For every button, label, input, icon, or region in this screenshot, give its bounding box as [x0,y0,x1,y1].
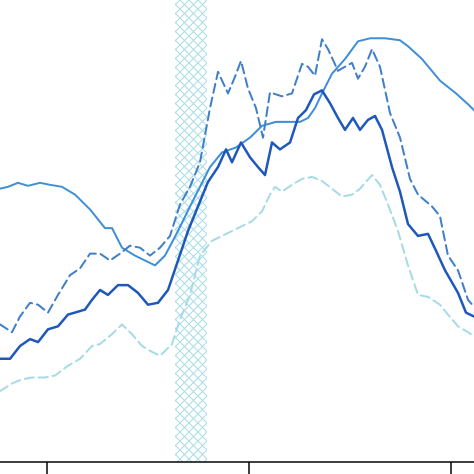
shaded-band [175,0,207,462]
shaded-band-layer [175,0,207,462]
series-line-solid-light [0,37,474,267]
series-line-solid-dark [0,89,474,361]
series-layer [0,37,474,393]
x-axis [0,461,474,474]
series-line-dashed-light [0,174,474,393]
series-line-dashed-blue [0,38,474,334]
